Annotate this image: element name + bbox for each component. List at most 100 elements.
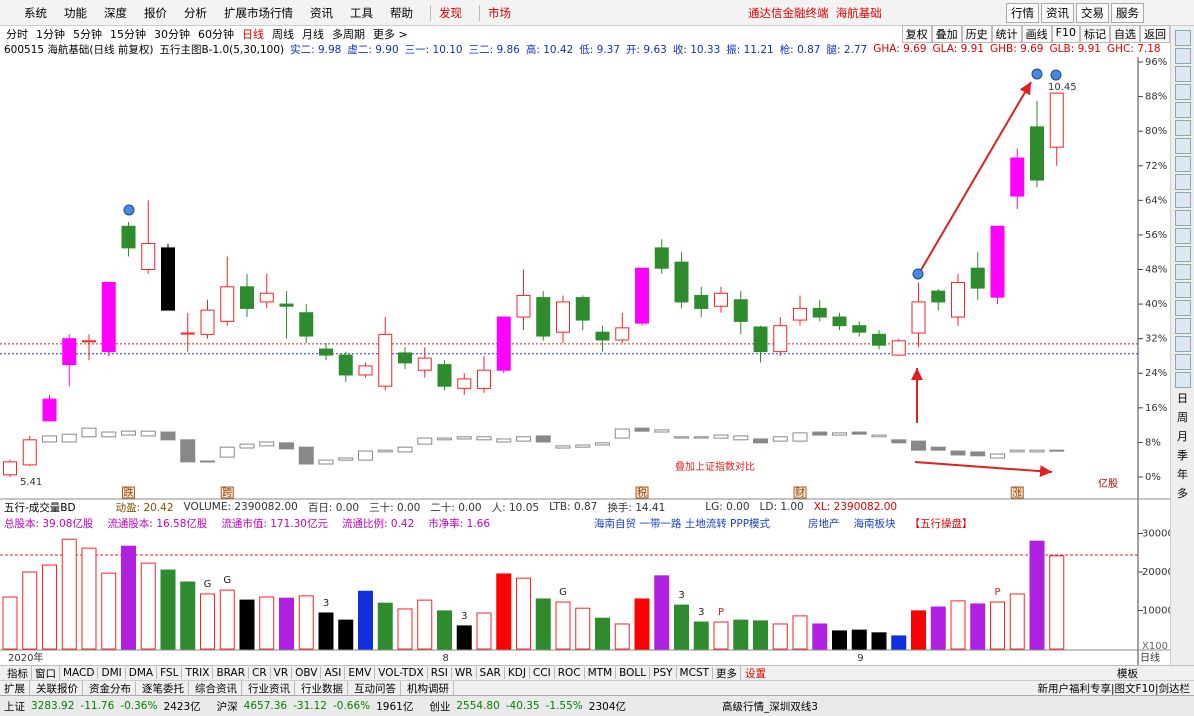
indicator-tab[interactable]: DMI: [98, 667, 126, 679]
tool-icon[interactable]: [1174, 66, 1191, 82]
menu-item[interactable]: 资讯: [310, 5, 333, 20]
period-tab[interactable]: 多周期: [332, 27, 365, 41]
bottom-tab[interactable]: 综合资讯: [195, 680, 242, 696]
promo[interactable]: 新用户福利专享|图文F10|剑达栏: [1037, 682, 1190, 695]
tool-icon[interactable]: [1174, 318, 1191, 334]
tool-button[interactable]: 返回: [1140, 24, 1170, 43]
side-period[interactable]: 多: [1177, 487, 1188, 500]
indicator-tab[interactable]: 更多: [713, 665, 742, 681]
bottom-tab[interactable]: 机构调研: [407, 680, 454, 696]
indicator-tab[interactable]: TRIX: [182, 667, 214, 679]
bottom-tab[interactable]: 资金分布: [89, 680, 136, 696]
tool-button[interactable]: 复权: [901, 24, 932, 43]
index-amount: 2304亿: [588, 700, 627, 713]
tool-icon[interactable]: [1174, 264, 1191, 280]
indicator-tab[interactable]: MCST: [677, 667, 714, 679]
tool-icon[interactable]: [1174, 282, 1191, 298]
indicator-tab[interactable]: WR: [452, 667, 477, 679]
period-tab[interactable]: 日线: [242, 27, 264, 41]
menu-find[interactable]: 发现: [430, 4, 462, 21]
menu-button[interactable]: 行情: [1006, 2, 1039, 23]
bottom-tab[interactable]: 逐笔委托: [142, 680, 189, 696]
tool-icon[interactable]: [1174, 120, 1191, 136]
indicator-tab[interactable]: CR: [249, 667, 271, 679]
period-tab[interactable]: 5分钟: [73, 27, 102, 41]
indicator-tab[interactable]: FSL: [157, 667, 183, 679]
tool-button[interactable]: 叠加: [931, 24, 962, 43]
indicator-tab[interactable]: ASI: [321, 667, 346, 679]
tool-icon[interactable]: [1174, 210, 1191, 226]
indicator-tab[interactable]: DMA: [126, 667, 158, 679]
side-period[interactable]: 季: [1177, 449, 1188, 462]
indicator-tab[interactable]: VOL-TDX: [375, 667, 428, 679]
indicator-tab[interactable]: EMV: [345, 667, 376, 679]
indicator-tab[interactable]: 窗口: [32, 665, 60, 681]
side-period[interactable]: 年: [1177, 468, 1188, 481]
indicator-tab[interactable]: CCI: [530, 667, 555, 679]
template-button[interactable]: 模板: [1117, 667, 1138, 680]
tool-icon[interactable]: [1174, 246, 1191, 262]
tool-icon[interactable]: [1174, 84, 1191, 100]
indicator-tab[interactable]: RSI: [428, 667, 452, 679]
menu-item[interactable]: 系统: [24, 5, 47, 20]
tool-button[interactable]: 统计: [991, 24, 1022, 43]
tool-icon[interactable]: [1174, 354, 1191, 370]
menu-button[interactable]: 服务: [1111, 2, 1144, 23]
period-tab[interactable]: 周线: [272, 27, 294, 41]
menu-button[interactable]: 资讯: [1041, 2, 1074, 23]
tool-button[interactable]: 标记: [1080, 24, 1110, 43]
menu-item[interactable]: 工具: [350, 5, 373, 20]
tool-icon[interactable]: [1174, 336, 1191, 352]
menu-item[interactable]: 报价: [144, 5, 167, 20]
indicator-tab[interactable]: BRAR: [213, 667, 249, 679]
tool-button[interactable]: F10: [1051, 24, 1080, 43]
period-tab[interactable]: 月线: [302, 27, 324, 41]
menu-button[interactable]: 交易: [1076, 2, 1109, 23]
side-period[interactable]: 周: [1177, 411, 1188, 424]
indicator-tab[interactable]: PSY: [650, 667, 677, 679]
menu-market[interactable]: 市场: [479, 4, 511, 21]
tool-button[interactable]: 历史: [961, 24, 992, 43]
indicator-tab[interactable]: BOLL: [616, 667, 651, 679]
menu-item[interactable]: 帮助: [390, 5, 413, 20]
volume-bar: [2, 596, 18, 650]
tool-icon[interactable]: [1174, 300, 1191, 316]
indicator-tab[interactable]: KDJ: [505, 667, 530, 679]
tool-icon[interactable]: [1174, 48, 1191, 64]
settings-tab[interactable]: 设置: [745, 667, 767, 680]
tool-icon[interactable]: [1174, 372, 1191, 388]
tool-icon[interactable]: [1174, 30, 1191, 46]
menu-item[interactable]: 分析: [184, 5, 207, 20]
indicator-tab[interactable]: OBV: [292, 667, 322, 679]
tool-icon[interactable]: [1174, 174, 1191, 190]
bottom-tab[interactable]: 互动问答: [354, 680, 401, 696]
menu-item[interactable]: 扩展市场行情: [224, 5, 293, 20]
bottom-tab[interactable]: 行业资讯: [248, 680, 295, 696]
indicator-tab[interactable]: SAR: [477, 667, 505, 679]
period-tab[interactable]: 15分钟: [110, 27, 146, 41]
period-tab[interactable]: 更多 >: [373, 27, 408, 41]
indicator-tab[interactable]: ROC: [555, 667, 585, 679]
bottom-tab[interactable]: 扩展: [4, 680, 30, 696]
period-tab[interactable]: 30分钟: [154, 27, 190, 41]
side-period[interactable]: 月: [1177, 430, 1188, 443]
period-tab[interactable]: 60分钟: [198, 27, 234, 41]
tool-button[interactable]: 自选: [1110, 24, 1140, 43]
tool-icon[interactable]: [1174, 228, 1191, 244]
tool-icon[interactable]: [1174, 102, 1191, 118]
bottom-tab[interactable]: 关联报价: [36, 680, 83, 696]
indicator-tab[interactable]: MACD: [60, 667, 99, 679]
bottom-tab[interactable]: 行业数据: [301, 680, 348, 696]
period-tab[interactable]: 分时: [6, 27, 28, 41]
tool-button[interactable]: 画线: [1021, 24, 1052, 43]
tool-icon[interactable]: [1174, 156, 1191, 172]
indicator-tab[interactable]: VR: [271, 667, 293, 679]
tool-icon[interactable]: [1174, 192, 1191, 208]
period-tab[interactable]: 1分钟: [36, 27, 65, 41]
indicator-tab[interactable]: 指标: [4, 665, 32, 681]
tool-icon[interactable]: [1174, 138, 1191, 154]
side-period[interactable]: 日: [1177, 392, 1188, 405]
indicator-tab[interactable]: MTM: [585, 667, 617, 679]
menu-item[interactable]: 功能: [64, 5, 87, 20]
menu-item[interactable]: 深度: [104, 5, 127, 20]
